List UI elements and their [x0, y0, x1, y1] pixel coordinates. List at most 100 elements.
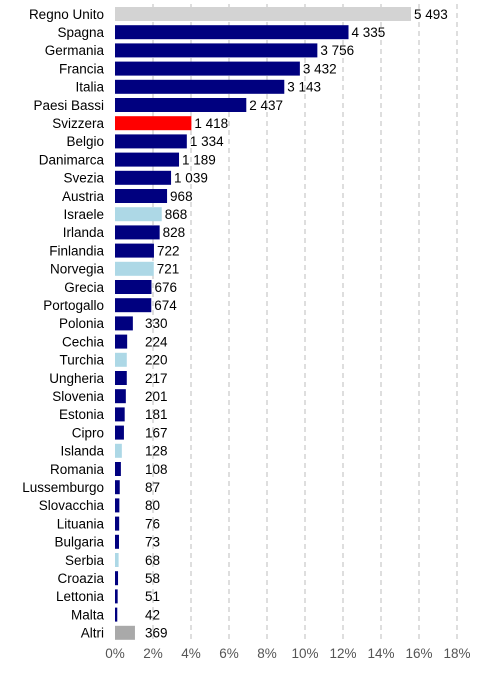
bar — [115, 43, 318, 58]
value-label: 3 432 — [303, 61, 337, 76]
value-label: 5 493 — [414, 7, 448, 22]
x-tick-label: 0% — [105, 646, 125, 661]
bar — [115, 571, 119, 586]
category-label: Polonia — [59, 316, 105, 331]
bar — [115, 553, 119, 567]
category-label: Cipro — [72, 425, 104, 440]
bar — [115, 116, 192, 131]
bar — [115, 298, 152, 313]
bar — [115, 443, 122, 458]
bar — [115, 534, 119, 549]
value-label: 674 — [154, 298, 177, 313]
x-tick-label: 4% — [181, 646, 201, 661]
value-label: 73 — [145, 535, 160, 550]
bar — [115, 79, 285, 94]
category-label: Ungheria — [49, 371, 104, 386]
value-label: 80 — [145, 498, 160, 513]
category-label: Romania — [50, 462, 105, 477]
x-tick-label: 6% — [219, 646, 239, 661]
bar — [115, 243, 154, 258]
category-label: Slovacchia — [39, 498, 105, 513]
bar — [115, 334, 128, 349]
value-label: 167 — [145, 425, 168, 440]
bars — [115, 7, 412, 640]
category-label: Islanda — [60, 444, 104, 459]
x-tick-label: 18% — [443, 646, 470, 661]
category-label: Austria — [62, 189, 105, 204]
category-label: Belgio — [66, 134, 104, 149]
category-label: Norvegia — [50, 262, 105, 277]
category-label: Slovenia — [52, 389, 104, 404]
value-label: 128 — [145, 444, 168, 459]
bar — [115, 425, 124, 440]
category-label: Italia — [75, 80, 104, 95]
bar — [115, 498, 120, 513]
bar — [115, 389, 126, 404]
category-label: Danimarca — [39, 152, 105, 167]
category-labels: Regno Unito Spagna Germania Francia Italia Pa… — [22, 7, 104, 641]
x-tick-label: 10% — [291, 646, 318, 661]
x-tick-label: 12% — [329, 646, 356, 661]
x-axis-ticks: 0% 2% 4% 6% 8% 10% 12% 14% 16% 18% — [105, 646, 470, 661]
bar — [115, 480, 120, 495]
value-label: 87 — [145, 480, 160, 495]
category-label: Bulgaria — [54, 535, 104, 550]
value-label: 722 — [157, 243, 180, 258]
value-label: 868 — [165, 207, 188, 222]
bar — [115, 371, 127, 385]
value-label: 1 334 — [190, 134, 224, 149]
value-label: 58 — [145, 571, 160, 586]
category-label: Regno Unito — [29, 7, 104, 22]
bar — [115, 352, 127, 367]
category-label: Lettonia — [56, 589, 105, 604]
bar — [115, 152, 180, 167]
value-label: 968 — [170, 189, 193, 204]
category-label: Croazia — [57, 571, 104, 586]
category-label: Finlandia — [49, 243, 104, 258]
x-tick-label: 16% — [405, 646, 432, 661]
value-label: 68 — [145, 553, 160, 568]
value-label: 224 — [145, 334, 168, 349]
category-label: Lituania — [57, 516, 105, 531]
bar — [115, 589, 118, 604]
category-label: Francia — [59, 61, 105, 76]
category-label: Germania — [45, 43, 105, 58]
category-label: Spagna — [57, 25, 104, 40]
category-label: Svizzera — [52, 116, 104, 131]
value-label: 108 — [145, 462, 168, 477]
bar — [115, 261, 154, 276]
category-label: Serbia — [65, 553, 105, 568]
category-label: Cechia — [62, 334, 105, 349]
bar — [115, 7, 412, 21]
value-label: 1 189 — [182, 152, 216, 167]
category-label: Israele — [63, 207, 104, 222]
value-label: 201 — [145, 389, 168, 404]
category-label: Estonia — [59, 407, 105, 422]
value-label: 42 — [145, 607, 160, 622]
value-label: 828 — [163, 225, 186, 240]
value-label: 51 — [145, 589, 160, 604]
value-labels: 5 493 4 335 3 756 3 432 3 143 2 437 1 418 1 334… — [145, 7, 448, 641]
category-label: Paesi Bassi — [33, 98, 104, 113]
value-label: 721 — [157, 262, 180, 277]
value-label: 330 — [145, 316, 168, 331]
value-label: 76 — [145, 516, 160, 531]
value-label: 369 — [145, 626, 168, 641]
value-label: 4 335 — [352, 25, 386, 40]
value-label: 220 — [145, 353, 168, 368]
value-label: 1 418 — [194, 116, 228, 131]
bar — [115, 25, 349, 40]
category-label: Altri — [81, 626, 104, 641]
bar — [115, 625, 135, 640]
category-label: Svezia — [63, 171, 104, 186]
bar — [115, 189, 168, 203]
bar — [115, 225, 160, 240]
bar — [115, 98, 247, 112]
value-label: 2 437 — [249, 98, 283, 113]
value-label: 3 143 — [287, 80, 321, 95]
bar — [115, 607, 118, 622]
category-label: Portogallo — [43, 298, 104, 313]
gridlines — [152, 4, 458, 642]
x-tick-label: 14% — [367, 646, 394, 661]
